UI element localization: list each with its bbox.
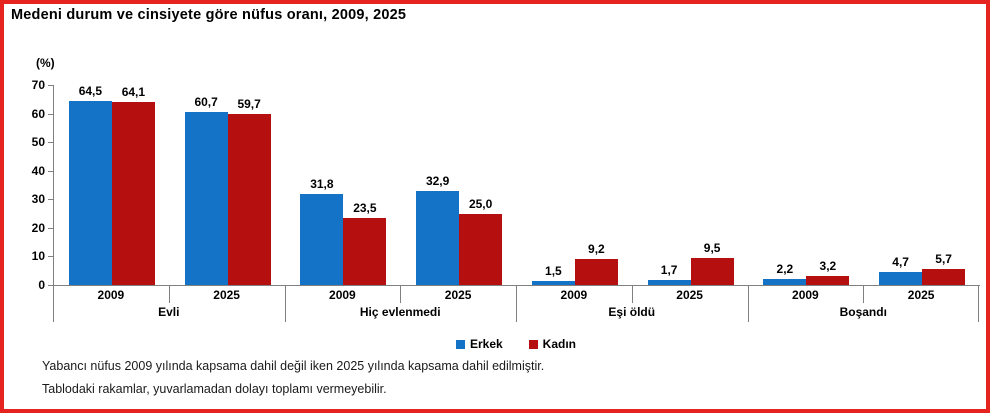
y-tick-label: 50 [31, 135, 45, 150]
bar-value-label: 4,7 [892, 254, 909, 269]
year-separator [863, 286, 865, 303]
x-year-label: 2025 [444, 288, 472, 302]
axis-edge-separator [53, 286, 54, 322]
legend-label-erkek: Erkek [469, 337, 503, 351]
y-tick-mark [48, 227, 53, 229]
x-group-label: Boşandı [839, 305, 887, 319]
x-group-label: Eşi öldü [608, 305, 656, 319]
x-group-label: Hiç evlenmedi [359, 305, 441, 319]
x-year-label: 2009 [792, 288, 819, 302]
bar-kadin [806, 275, 850, 285]
bar-erkek [184, 111, 228, 285]
bar-erkek [68, 100, 112, 285]
x-year-label: 2009 [329, 288, 356, 302]
bar-value-label: 31,8 [310, 177, 334, 192]
y-tick-mark [48, 199, 53, 201]
bar-value-label: 64,1 [121, 84, 146, 99]
bar-kadin [111, 101, 155, 285]
bar-value-label: 1,5 [545, 263, 562, 278]
bar-value-label: 32,9 [425, 174, 450, 188]
chart-title: Medeni durum ve cinsiyete göre nüfus ora… [11, 7, 407, 23]
bar-erkek [531, 280, 575, 285]
y-tick-mark [48, 170, 53, 172]
y-axis-unit-label: (%) [36, 56, 55, 70]
bar-value-label: 9,2 [588, 241, 605, 256]
bar-value-label: 1,7 [660, 263, 678, 278]
x-group-label: Evli [158, 305, 180, 319]
bar-value-label: 64,5 [78, 83, 103, 98]
bar-value-label: 23,5 [353, 200, 377, 215]
y-tick-label: 10 [31, 249, 45, 264]
bar-value-label: 5,7 [935, 251, 952, 266]
x-year-label: 2025 [907, 288, 935, 302]
y-tick-mark [48, 285, 53, 286]
legend-item-erkek: Erkek [455, 337, 503, 351]
group-separator [747, 286, 749, 322]
kadin-color-swatch [528, 339, 538, 349]
bar-kadin [343, 217, 387, 285]
x-year-label: 2025 [676, 288, 703, 302]
bar-kadin [574, 258, 618, 285]
x-axis-area: 2009 2025 Evli 2009 2025 Hiç evlenmedi 2009 202… [53, 286, 979, 324]
y-tick-label: 30 [31, 192, 45, 207]
erkek-color-swatch [455, 339, 465, 349]
bar-erkek [879, 271, 923, 285]
bar-kadin [459, 213, 503, 285]
legend-label-kadin: Kadın [542, 337, 577, 351]
year-separator [631, 286, 633, 303]
bar-erkek [416, 191, 460, 285]
bar-value-label: 9,5 [703, 240, 721, 255]
y-tick-mark [48, 113, 53, 115]
footnote-2: Tablodaki rakamlar, yuvarlamadan dolayı … [42, 382, 387, 396]
y-tick-label: 20 [31, 220, 45, 235]
legend-item-kadin: Kadın [528, 337, 577, 351]
year-separator [400, 286, 402, 303]
bar-kadin [227, 114, 271, 285]
x-year-label: 2009 [97, 288, 125, 302]
x-year-label: 2025 [213, 288, 240, 302]
bar-value-label: 59,7 [237, 97, 261, 112]
bar-erkek [647, 280, 691, 285]
bar-value-label: 3,2 [819, 258, 837, 273]
bar-value-label: 25,0 [468, 196, 493, 211]
group-separator [284, 286, 286, 322]
year-separator [168, 286, 170, 303]
y-tick-mark [48, 85, 53, 86]
footnote-1: Yabancı nüfus 2009 yılında kapsama dahil… [42, 359, 545, 373]
bar-kadin [690, 257, 734, 285]
bar-erkek [763, 278, 807, 285]
y-tick-mark [48, 142, 53, 144]
bar-value-label: 60,7 [194, 94, 218, 109]
bar-erkek [300, 194, 344, 285]
group-separator [516, 286, 517, 322]
bar-value-label: 2,2 [776, 261, 794, 276]
legend: Erkek Kadın [53, 337, 979, 351]
y-tick-label: 0 [38, 278, 45, 292]
y-tick-label: 40 [31, 163, 45, 178]
plot-area: 0 10 20 30 40 50 60 70 64,5 64,1 60,7 59,7 31,8 23,5 3… [32, 78, 980, 292]
y-tick-mark [48, 256, 53, 258]
y-tick-label: 70 [31, 78, 45, 92]
y-tick-label: 60 [31, 106, 45, 121]
x-year-label: 2009 [560, 288, 588, 302]
group-separator [978, 286, 979, 322]
bar-kadin [922, 268, 966, 285]
